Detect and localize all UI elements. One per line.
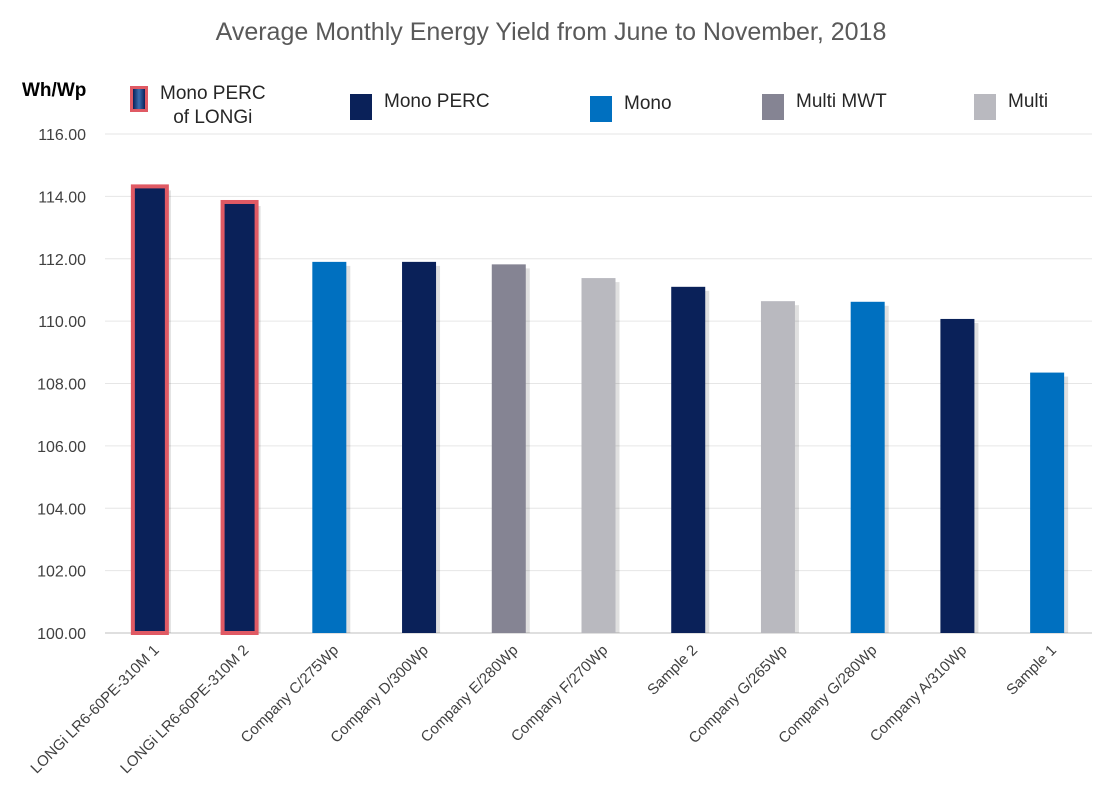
bar (402, 261, 437, 633)
legend-item: Mono (590, 92, 672, 122)
x-tick-label: Company G/265Wp (686, 642, 791, 747)
bar (850, 301, 885, 633)
bar (581, 278, 616, 633)
x-tick-label: Company A/310Wp (867, 642, 970, 745)
bar (760, 301, 795, 633)
y-tick-label: 108.00 (37, 377, 86, 394)
y-tick-label: 112.00 (38, 252, 86, 269)
chart-title: Average Monthly Energy Yield from June t… (215, 18, 887, 46)
legend-swatch (974, 94, 996, 120)
x-tick-label: Company C/275Wp (238, 642, 343, 747)
bar (940, 318, 975, 633)
y-tick-label: 100.00 (37, 626, 86, 643)
legend-item: Mono PERC (350, 90, 490, 120)
bar (671, 286, 706, 633)
bar (312, 261, 347, 633)
y-tick-label: 116.00 (38, 127, 86, 144)
x-tick-label: Sample 2 (644, 642, 701, 699)
y-tick-label: 106.00 (37, 439, 86, 456)
legend-item: Multi (974, 90, 1048, 120)
legend-swatch (350, 94, 372, 120)
legend-item: Multi MWT (762, 90, 887, 120)
bar (130, 184, 169, 636)
y-axis-label: Wh/Wp (22, 80, 87, 101)
legend-item: Mono PERC of LONGi (130, 82, 266, 130)
bar (491, 264, 526, 633)
x-tick-label: Company F/270Wp (508, 642, 611, 745)
x-tick-label: Company D/300Wp (327, 642, 432, 747)
legend-label: Multi MWT (796, 91, 887, 112)
x-tick-label: Company E/280Wp (418, 642, 522, 746)
y-tick-label: 102.00 (37, 564, 86, 581)
bar (1030, 372, 1065, 633)
legend-label: Mono PERC (384, 91, 490, 112)
legend-swatch (762, 94, 784, 120)
legend-label: Mono PERC of LONGi (160, 83, 266, 128)
x-tick-label: Company G/280Wp (775, 642, 880, 747)
y-tick-label: 110.00 (38, 314, 86, 331)
y-tick-label: 104.00 (37, 501, 86, 518)
bar (220, 199, 259, 636)
x-tick-label: Sample 1 (1003, 642, 1060, 699)
legend-label: Mono (624, 93, 672, 114)
y-tick-label: 114.00 (38, 189, 86, 206)
legend-swatch (590, 96, 612, 122)
legend-label: Multi (1008, 91, 1049, 112)
legend-swatch (130, 86, 148, 112)
